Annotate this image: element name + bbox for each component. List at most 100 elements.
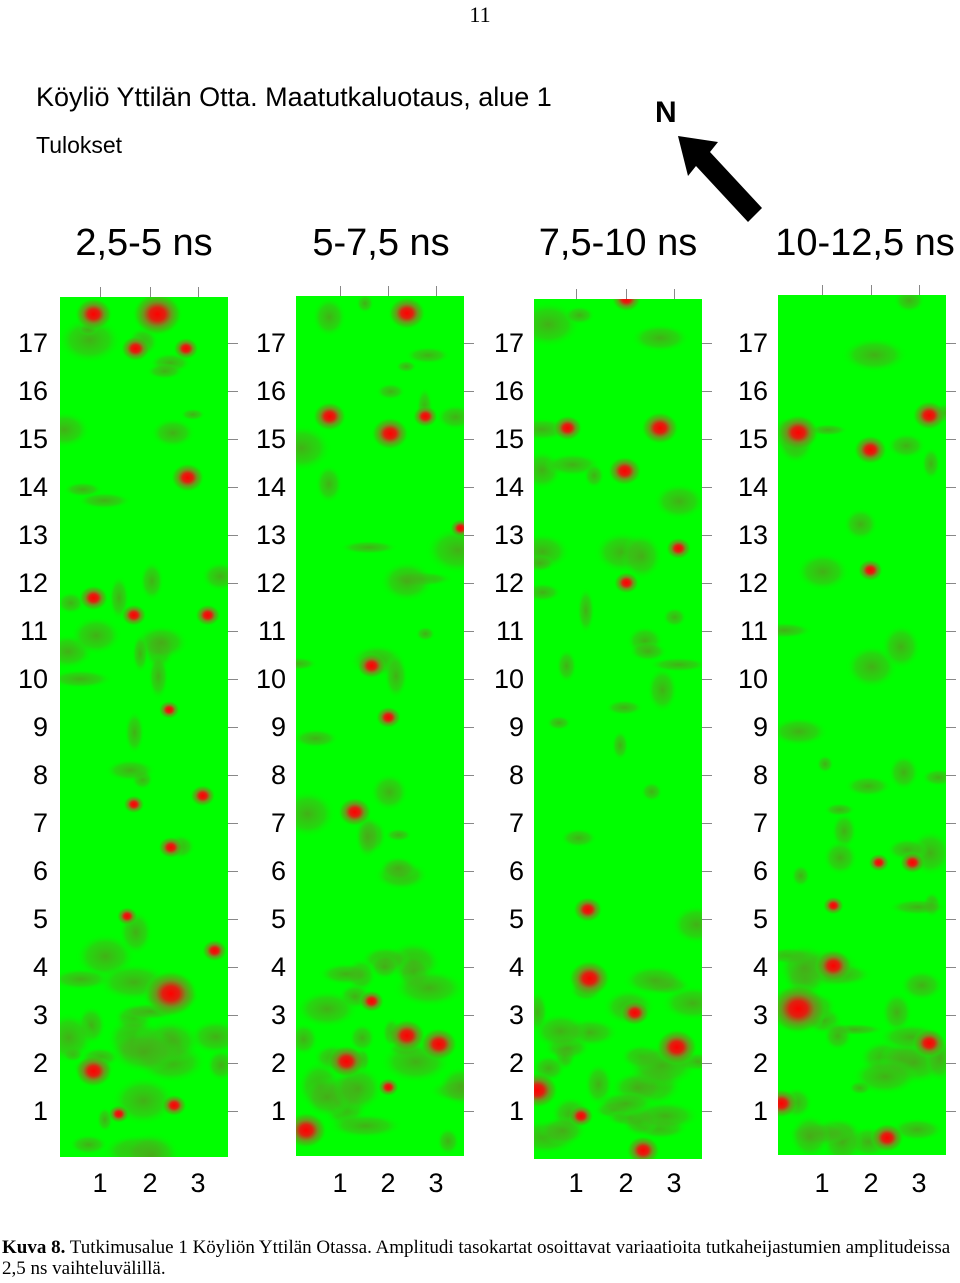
y-tick-label: 16 — [737, 376, 768, 406]
y-tick — [946, 631, 956, 632]
y-tick-label: 9 — [752, 712, 768, 742]
y-tick-label: 4 — [32, 952, 48, 982]
y-tick — [464, 535, 474, 536]
y-tick — [946, 343, 956, 344]
y-tick — [946, 1111, 956, 1112]
y-tick-label: 5 — [270, 904, 286, 934]
amplitude-anomaly — [412, 405, 438, 428]
amplitude-patch — [296, 1023, 319, 1056]
y-tick — [228, 343, 238, 344]
y-tick — [228, 1015, 238, 1016]
y-tick-label: 13 — [737, 520, 768, 550]
y-tick-label: 8 — [752, 760, 768, 790]
amplitude-patch — [60, 669, 114, 689]
y-tick — [464, 1111, 474, 1112]
y-tick — [228, 487, 238, 488]
amplitude-patch — [437, 1066, 464, 1107]
y-tick — [946, 583, 956, 584]
amplitude-patch — [671, 904, 702, 945]
y-tick-label: 1 — [508, 1096, 524, 1126]
amplitude-patch — [534, 554, 556, 572]
amplitude-patch — [146, 363, 184, 380]
amplitude-anomaly — [899, 851, 925, 874]
y-tick — [702, 487, 712, 488]
amplitude-anomaly — [912, 400, 946, 430]
amplitude-map-surface — [534, 299, 702, 1159]
y-tick — [464, 679, 474, 680]
amplitude-patch — [795, 552, 850, 592]
panel-title-3: 7,5-10 ns — [538, 222, 698, 264]
y-tick — [946, 919, 956, 920]
y-tick — [946, 727, 956, 728]
y-tick — [702, 631, 712, 632]
amplitude-patch — [296, 789, 336, 838]
amplitude-anomaly — [338, 797, 372, 827]
y-tick — [702, 967, 712, 968]
x-tick-label: 2 — [618, 1168, 634, 1198]
y-tick — [946, 391, 956, 392]
amplitude-anomaly — [375, 706, 401, 729]
amplitude-patch — [556, 649, 577, 683]
amplitude-patch — [339, 540, 399, 555]
amplitude-anomaly — [327, 1045, 366, 1078]
y-tick — [702, 535, 712, 536]
y-tick — [702, 439, 712, 440]
y-tick-label: 15 — [17, 424, 48, 454]
y-tick-label: 8 — [270, 760, 286, 790]
amplitude-map-surface — [778, 295, 946, 1155]
amplitude-patch — [899, 969, 944, 1001]
amplitude-anomaly — [857, 559, 883, 582]
y-tick-label: 7 — [270, 808, 286, 838]
amplitude-patch — [132, 634, 149, 674]
x-tick-label: 1 — [568, 1168, 584, 1198]
amplitude-patch — [180, 408, 206, 421]
panel-title-1: 2,5-5 ns — [75, 222, 213, 264]
caption-label: Kuva 8. — [2, 1237, 66, 1258]
y-tick — [702, 727, 712, 728]
y-tick-label: 13 — [17, 520, 48, 550]
amplitude-anomaly — [161, 1094, 187, 1117]
y-tick-label: 15 — [255, 424, 286, 454]
amplitude-patch — [887, 432, 926, 459]
amplitude-anomaly — [870, 1123, 904, 1153]
amplitude-patch — [652, 483, 702, 520]
y-tick-label: 11 — [495, 616, 524, 646]
y-tick-label: 9 — [32, 712, 48, 742]
y-tick — [702, 1015, 712, 1016]
amplitude-patch — [296, 990, 360, 1028]
y-tick — [228, 535, 238, 536]
amplitude-anomaly — [419, 1027, 458, 1061]
y-tick — [228, 967, 238, 968]
x-tick-label: 2 — [142, 1168, 158, 1198]
y-tick-label: 14 — [493, 472, 524, 502]
amplitude-patch — [648, 657, 702, 673]
y-tick-label: 5 — [508, 904, 524, 934]
y-tick — [946, 775, 956, 776]
amplitude-anomaly — [573, 896, 603, 923]
y-tick — [464, 439, 474, 440]
y-tick-label: 5 — [752, 904, 768, 934]
y-tick-label: 17 — [17, 328, 48, 358]
amplitude-patch — [369, 954, 400, 980]
y-tick-label: 13 — [255, 520, 286, 550]
amplitude-anomaly — [296, 1112, 328, 1149]
x-tick — [822, 285, 823, 295]
amplitude-anomaly — [641, 411, 679, 445]
x-tick-label: 3 — [190, 1168, 206, 1198]
amplitude-patch — [436, 404, 464, 430]
x-tick-label: 3 — [428, 1168, 444, 1198]
y-tick-label: 8 — [32, 760, 48, 790]
y-tick — [228, 823, 238, 824]
amplitude-patch — [840, 337, 909, 373]
x-tick-label: 1 — [92, 1168, 108, 1198]
y-tick-label: 17 — [255, 328, 286, 358]
amplitude-anomaly — [607, 456, 642, 486]
amplitude-anomaly — [74, 1054, 113, 1088]
amplitude-anomaly — [116, 907, 138, 926]
y-tick — [702, 871, 712, 872]
amplitude-anomaly — [568, 1105, 594, 1127]
y-tick — [464, 919, 474, 920]
amplitude-patch — [415, 626, 436, 642]
figure-caption: Kuva 8. Tutkimusalue 1 Köyliön Yttilän O… — [2, 1237, 958, 1280]
amplitude-patch — [921, 447, 941, 480]
